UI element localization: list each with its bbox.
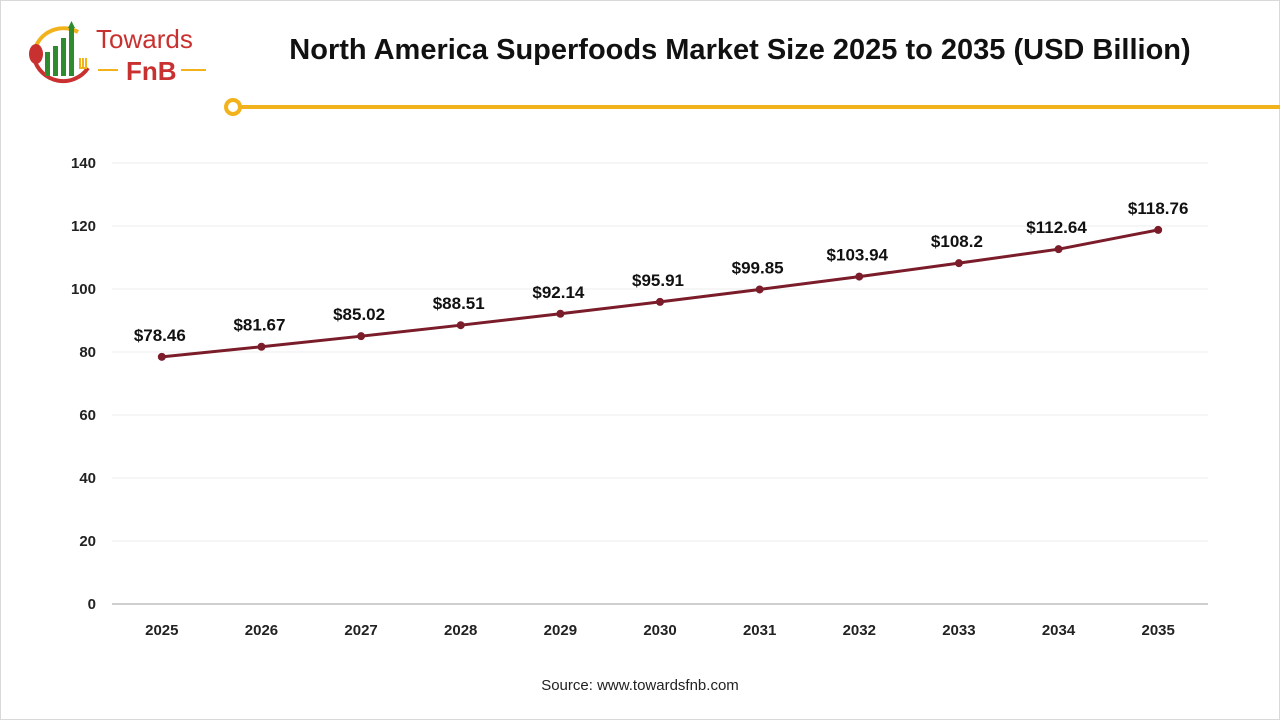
- svg-text:Towards: Towards: [96, 24, 193, 54]
- data-label: $112.64: [1026, 218, 1087, 237]
- data-point: [1154, 225, 1163, 234]
- y-tick-label: 100: [71, 281, 96, 298]
- x-tick-label: 2025: [145, 622, 178, 639]
- data-point: [157, 352, 166, 361]
- data-label: $108.2: [931, 232, 983, 251]
- y-tick-label: 140: [71, 155, 96, 172]
- data-label: $81.67: [233, 316, 285, 335]
- data-label: $92.14: [532, 283, 585, 302]
- towards-fnb-logo: Towards FnB: [26, 18, 216, 88]
- data-label: $118.76: [1128, 199, 1189, 218]
- data-label: $95.91: [632, 271, 684, 290]
- y-tick-label: 60: [79, 407, 96, 424]
- x-tick-label: 2028: [444, 622, 477, 639]
- svg-text:FnB: FnB: [126, 56, 177, 86]
- data-point: [257, 342, 266, 351]
- data-point: [755, 285, 764, 294]
- divider-dot-icon: [224, 98, 242, 116]
- data-point: [855, 272, 864, 281]
- data-label: $103.94: [827, 246, 889, 265]
- y-tick-label: 120: [71, 218, 96, 235]
- data-point: [357, 332, 366, 341]
- x-tick-label: 2027: [344, 622, 377, 639]
- y-tick-label: 20: [79, 533, 96, 550]
- x-tick-label: 2030: [643, 622, 676, 639]
- y-tick-label: 80: [79, 344, 96, 361]
- x-tick-label: 2031: [743, 622, 776, 639]
- x-tick-label: 2026: [245, 622, 278, 639]
- x-tick-label: 2034: [1042, 622, 1076, 639]
- data-label: $99.85: [732, 258, 784, 277]
- data-point: [954, 259, 963, 268]
- x-tick-label: 2033: [942, 622, 975, 639]
- data-label: $85.02: [333, 305, 385, 324]
- data-label: $88.51: [433, 294, 485, 313]
- y-tick-label: 0: [88, 596, 96, 613]
- source-note: Source: www.towardsfnb.com: [541, 677, 739, 694]
- series-line: [161, 228, 1159, 359]
- chart-title: North America Superfoods Market Size 202…: [289, 34, 1191, 66]
- data-point: [456, 321, 465, 330]
- x-tick-label: 2029: [544, 622, 577, 639]
- data-point: [656, 297, 664, 306]
- data-point: [1054, 245, 1063, 254]
- x-tick-label: 2035: [1141, 622, 1174, 639]
- x-tick-label: 2032: [843, 622, 876, 639]
- data-label: $78.46: [134, 326, 186, 345]
- logo-icon: Towards FnB: [29, 21, 206, 86]
- y-tick-label: 40: [79, 470, 96, 487]
- data-point: [556, 309, 565, 318]
